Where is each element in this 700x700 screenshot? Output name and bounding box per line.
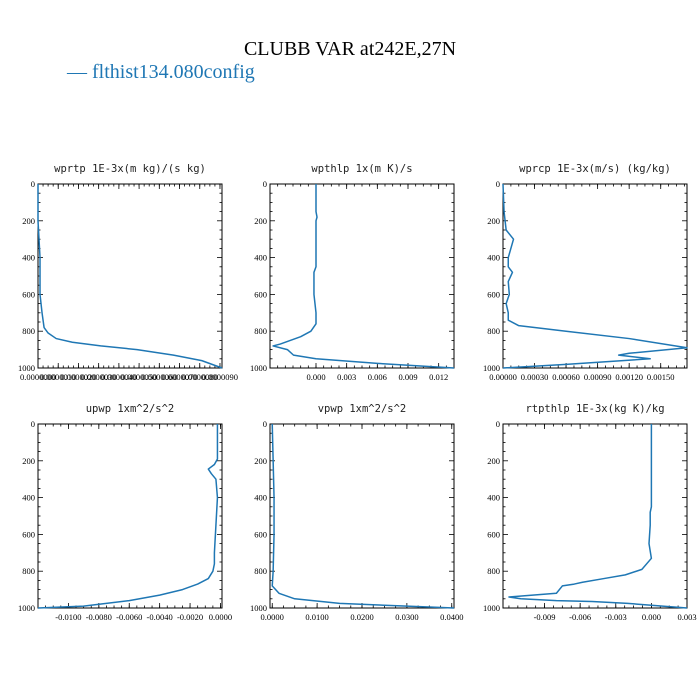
y-tick-label: 600: [487, 529, 500, 539]
x-tick-label: 0.012: [429, 372, 448, 382]
x-tick-label: 0.0000010: [40, 372, 76, 382]
x-tick-label: 0.000: [642, 612, 661, 622]
x-tick-label: 0.00090: [584, 372, 612, 382]
panel-title: wprcp 1E-3x(m/s) (kg/kg): [519, 163, 671, 175]
y-tick-label: 400: [254, 493, 267, 503]
y-tick-label: 400: [22, 493, 35, 503]
panel-title: wprtp 1E-3x(m kg)/(s kg): [54, 163, 206, 175]
x-tick-label: -0.006: [569, 612, 591, 622]
y-tick-label: 600: [254, 289, 267, 299]
y-tick-label: 800: [254, 326, 267, 336]
y-tick-label: 200: [22, 456, 35, 466]
y-tick-label: 0: [496, 419, 500, 429]
y-tick-label: 1000: [18, 603, 35, 613]
y-tick-label: 600: [487, 289, 500, 299]
y-tick-label: 800: [487, 566, 500, 576]
panel-title: vpwp 1xm^2/s^2: [318, 403, 407, 415]
x-tick-label: -0.0100: [55, 612, 81, 622]
panel-4: upwp 1xm^2/s^2 0 200 400 600 800 1000 -0.0100 -0…: [18, 403, 232, 622]
x-tick-label: -0.0040: [147, 612, 173, 622]
y-tick-label: 800: [254, 566, 267, 576]
y-tick-label: 600: [22, 289, 35, 299]
y-tick-label: 0: [496, 179, 500, 189]
y-tick-label: 200: [254, 216, 267, 226]
y-tick-label: 200: [22, 216, 35, 226]
panel-6: rtpthlp 1E-3x(kg K)/kg 0 200 400 600 800 1000 -…: [483, 403, 697, 622]
panel-title: wpthlp 1x(m K)/s: [311, 163, 412, 175]
series-line: [508, 424, 688, 609]
series-line: [37, 184, 223, 369]
plot-frame: [502, 183, 688, 369]
plot-frame: [269, 423, 455, 609]
series-line: [271, 423, 455, 609]
x-tick-label: 0.00120: [615, 372, 643, 382]
x-tick-label: 0.0400: [440, 612, 463, 622]
x-tick-label: 0.00030: [521, 372, 549, 382]
x-tick-label: 0.0000080: [182, 372, 218, 382]
x-tick-label: 0.0000020: [60, 372, 96, 382]
figure-title: CLUBB VAR at242E,27N: [244, 38, 456, 60]
x-tick-label: 0.003: [677, 612, 696, 622]
panel-3: wprcp 1E-3x(m/s) (kg/kg) 0 200 400 600 800 100…: [483, 163, 688, 382]
y-tick-label: 1000: [483, 363, 500, 373]
plot-frame: [269, 183, 455, 369]
x-tick-label: -0.0080: [86, 612, 112, 622]
x-tick-label: 0.00060: [552, 372, 580, 382]
x-tick-label: 0.0300: [395, 612, 418, 622]
x-tick-label: -0.0020: [177, 612, 203, 622]
x-tick-label: 0.0200: [350, 612, 373, 622]
x-tick-label: 0.006: [368, 372, 387, 382]
panel-2: wpthlp 1x(m K)/s 0 200 400 600 800 1000 0.000 0.…: [250, 163, 455, 382]
legend-entry: — flthist134.080config: [66, 61, 255, 83]
y-tick-label: 1000: [250, 363, 267, 373]
y-tick-label: 0: [263, 179, 267, 189]
x-tick-label: -0.003: [605, 612, 627, 622]
y-tick-label: 600: [22, 529, 35, 539]
x-tick-label: 0.0000090: [202, 372, 238, 382]
y-tick-label: 200: [487, 456, 500, 466]
panel-title: rtpthlp 1E-3x(kg K)/kg: [525, 403, 664, 415]
y-tick-label: 200: [254, 456, 267, 466]
plot-frame: [37, 423, 223, 609]
series-line: [37, 424, 219, 609]
x-tick-label: -0.0060: [116, 612, 142, 622]
x-tick-label: 0.0100: [305, 612, 328, 622]
x-tick-label: 0.003: [337, 372, 356, 382]
y-tick-label: 800: [22, 566, 35, 576]
x-tick-label: 0.000: [306, 372, 325, 382]
x-tick-label: 0.0000050: [121, 372, 157, 382]
y-tick-label: 400: [254, 253, 267, 263]
y-tick-label: 200: [487, 216, 500, 226]
x-tick-label: 0.00000: [489, 372, 517, 382]
y-tick-label: 0: [263, 419, 267, 429]
x-tick-label: 0.0000030: [81, 372, 117, 382]
x-tick-label: 0.0000040: [101, 372, 137, 382]
x-tick-label: 0.0000060: [141, 372, 177, 382]
series-line: [272, 184, 455, 369]
x-tick-label: -0.009: [534, 612, 556, 622]
x-tick-label: 0.0000070: [161, 372, 197, 382]
y-tick-label: 800: [22, 326, 35, 336]
panel-grid: wprtp 1E-3x(m kg)/(s kg) 0 200 400 600 800 100…: [18, 163, 697, 622]
y-tick-label: 1000: [18, 363, 35, 373]
x-tick-label: 0.0000: [261, 612, 284, 622]
y-tick-label: 1000: [250, 603, 267, 613]
x-tick-label: 0.0000: [209, 612, 232, 622]
y-tick-label: 0: [31, 419, 35, 429]
y-tick-label: 800: [487, 326, 500, 336]
x-tick-label: 0.0000000: [20, 372, 56, 382]
series-line: [502, 183, 688, 369]
x-tick-label: 0.00150: [647, 372, 675, 382]
y-tick-label: 400: [487, 253, 500, 263]
panel-title: upwp 1xm^2/s^2: [86, 403, 175, 415]
y-tick-label: 400: [487, 493, 500, 503]
panel-1: wprtp 1E-3x(m kg)/(s kg) 0 200 400 600 800 100…: [18, 163, 238, 382]
y-tick-label: 0: [31, 179, 35, 189]
x-tick-label: 0.009: [398, 372, 417, 382]
y-tick-label: 600: [254, 529, 267, 539]
y-tick-label: 400: [22, 253, 35, 263]
y-tick-label: 1000: [483, 603, 500, 613]
